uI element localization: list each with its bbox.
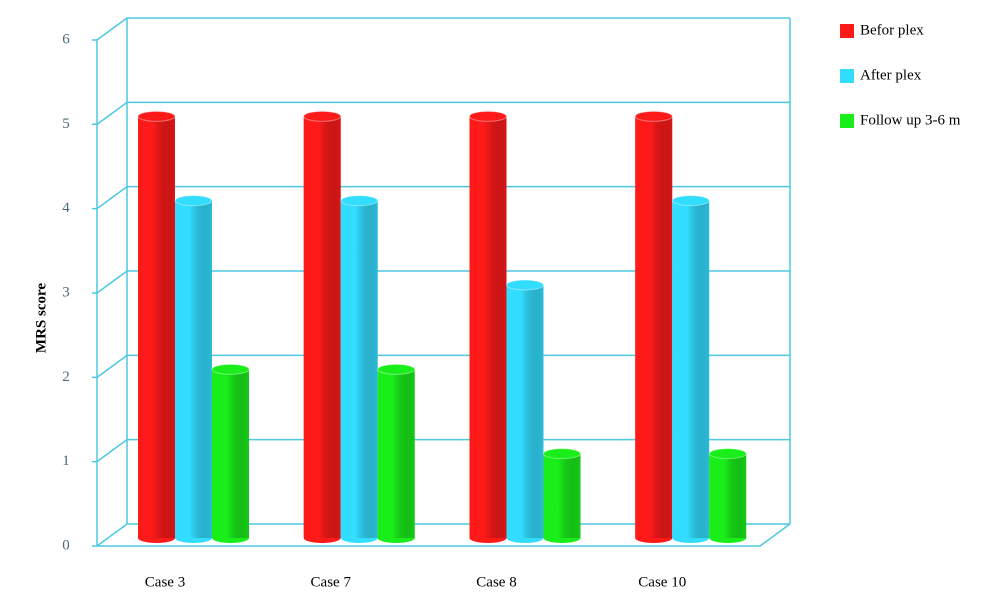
x-tick-label: Case 3	[145, 574, 185, 590]
bar-top	[377, 363, 416, 375]
bar-shade	[303, 116, 341, 538]
bar-top	[506, 279, 544, 291]
y-tick-label: 5	[62, 116, 70, 132]
grid-line	[96, 270, 790, 294]
grid-line	[96, 185, 790, 210]
grid-line	[96, 101, 790, 125]
y-tick-label: 3	[62, 284, 70, 300]
legend-label: Befor plex	[860, 22, 924, 38]
bar-shade	[635, 116, 673, 538]
bar-top	[303, 110, 342, 122]
legend-label: Follow up 3-6 m	[860, 112, 961, 128]
x-tick-label: Case 7	[311, 574, 352, 590]
bar-shade	[506, 285, 544, 538]
bar-shade	[672, 200, 710, 538]
x-tick-label: Case 8	[476, 574, 516, 590]
legend-swatch	[840, 114, 854, 128]
bar-shade	[469, 116, 507, 538]
x-tick-label: Case 10	[638, 574, 686, 590]
bar-shade	[377, 369, 415, 538]
bar-shade	[175, 200, 212, 538]
bar-top	[340, 195, 379, 207]
legend-swatch	[840, 24, 854, 38]
bar-top	[671, 195, 710, 207]
grid-line	[96, 17, 790, 41]
bar-top	[543, 448, 581, 460]
bar-top	[469, 110, 507, 122]
y-tick-label: 4	[62, 200, 70, 216]
y-tick-label: 2	[62, 369, 70, 385]
grid-line	[96, 354, 790, 378]
bar-top	[211, 363, 250, 375]
y-axis-label: MRS score	[33, 283, 49, 353]
legend-label: After plex	[860, 67, 922, 83]
y-tick-label: 0	[62, 537, 70, 553]
floor-edge	[97, 523, 791, 547]
bar-top	[137, 110, 176, 122]
bar-top	[708, 448, 747, 460]
bar-shade	[543, 453, 581, 538]
legend-swatch	[840, 69, 854, 83]
bar-top	[174, 195, 213, 207]
bar-shade	[138, 116, 175, 538]
grid-line	[96, 438, 790, 463]
bar-shade	[212, 369, 249, 538]
bar-shade	[709, 453, 747, 538]
y-tick-label: 1	[62, 453, 70, 469]
y-tick-label: 6	[62, 31, 70, 47]
bar-top	[634, 110, 673, 122]
bar-shade	[340, 200, 378, 538]
